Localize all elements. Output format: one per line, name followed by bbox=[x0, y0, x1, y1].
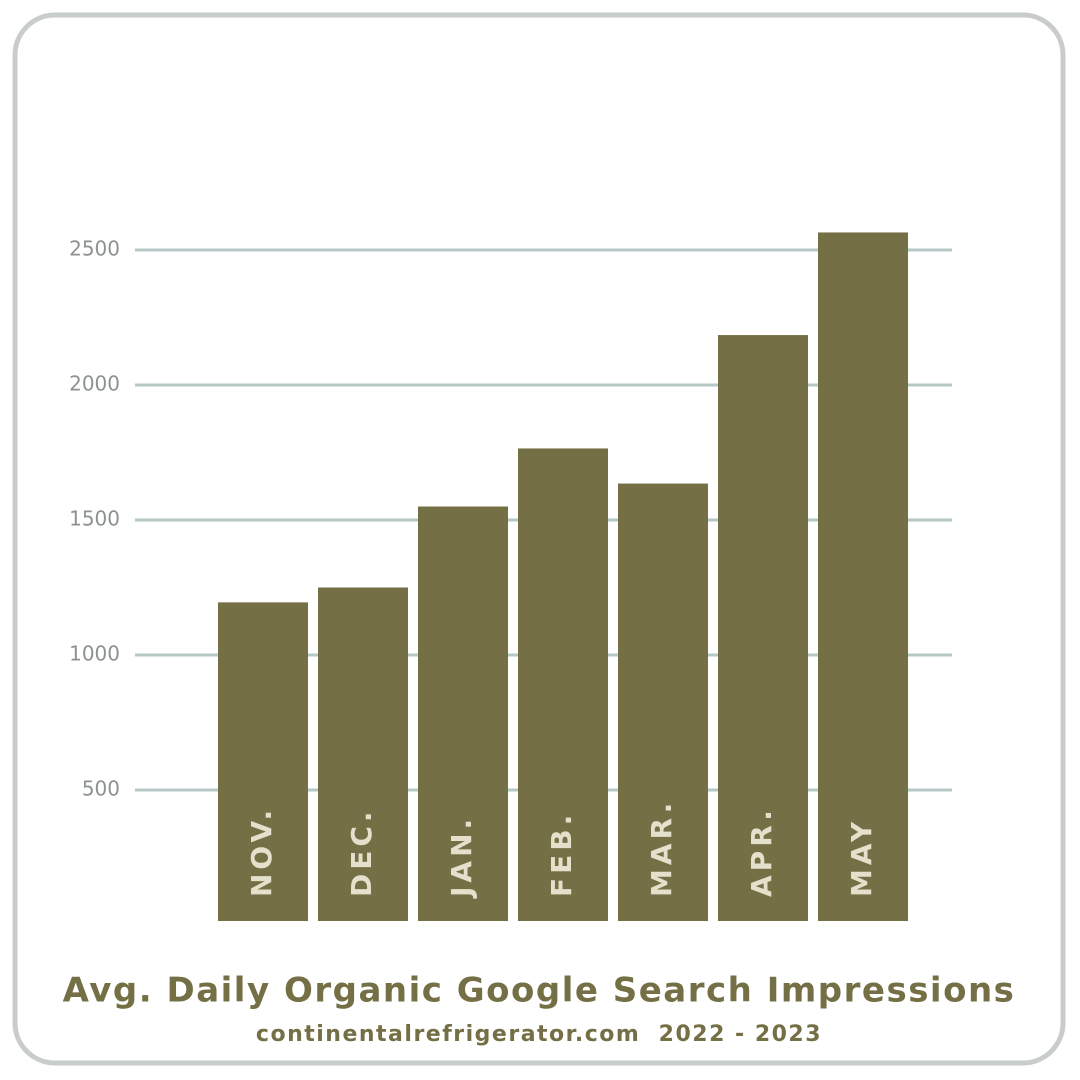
bar bbox=[718, 335, 808, 921]
bar bbox=[318, 587, 408, 921]
x-tick-label: MAY bbox=[845, 818, 878, 897]
x-tick-label: APR. bbox=[745, 806, 778, 897]
chart-subtitle: continentalrefrigerator.com 2022 - 2023 bbox=[256, 1022, 822, 1047]
x-tick-label: MAR. bbox=[645, 799, 678, 897]
bar bbox=[418, 506, 508, 921]
bar bbox=[618, 483, 708, 921]
y-tick-label: 1000 bbox=[69, 642, 120, 666]
y-tick-label: 2000 bbox=[69, 372, 120, 396]
bar bbox=[818, 232, 908, 921]
y-tick-label: 1500 bbox=[69, 507, 120, 531]
x-tick-label: DEC. bbox=[345, 807, 378, 897]
x-tick-label: JAN. bbox=[445, 815, 478, 899]
y-tick-label: 2500 bbox=[69, 237, 120, 261]
chart-title: Avg. Daily Organic Google Search Impress… bbox=[63, 971, 1016, 1011]
bar bbox=[518, 448, 608, 921]
x-tick-label: NOV. bbox=[245, 806, 278, 897]
bar bbox=[218, 602, 308, 921]
x-tick-label: FEB. bbox=[545, 811, 578, 897]
y-tick-label: 500 bbox=[82, 777, 120, 801]
